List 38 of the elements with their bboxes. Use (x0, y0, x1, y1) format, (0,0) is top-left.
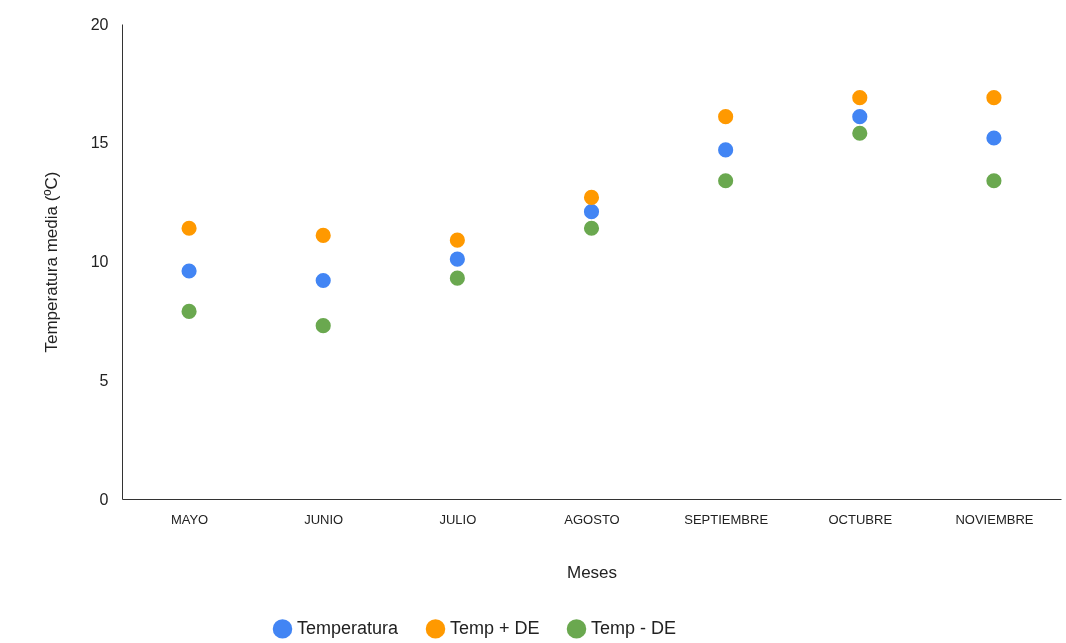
legend-label: Temp - DE (591, 617, 677, 638)
point (449, 270, 465, 286)
legend-label: Temperatura (297, 617, 400, 638)
point (718, 142, 734, 158)
legend-label: Temp + DE (450, 617, 540, 638)
point (315, 272, 331, 289)
point (181, 220, 197, 236)
x-tick-label: JUNIO (304, 511, 344, 527)
point (449, 251, 465, 267)
point (583, 189, 600, 205)
point (315, 227, 331, 243)
point (852, 90, 868, 106)
x-tick-label: SEPTIEMBRE (684, 511, 769, 527)
point (583, 204, 600, 220)
point (181, 263, 197, 279)
x-axis-title: Meses (566, 562, 618, 582)
x-tick-label: JULIO (439, 511, 477, 527)
point (852, 125, 868, 141)
point (181, 303, 197, 319)
y-tick-label: 20 (90, 15, 109, 33)
point (986, 173, 1002, 189)
y-tick-label: 0 (99, 490, 109, 508)
point (583, 220, 600, 236)
y-axis-title: Temperatura media (ºC) (41, 171, 61, 353)
point (718, 173, 734, 189)
y-tick-label: 5 (99, 371, 109, 389)
point (315, 318, 331, 334)
x-tick-label: NOVIEMBRE (955, 511, 1034, 527)
y-tick-label: 10 (90, 253, 109, 270)
x-tick-label: OCTUBRE (828, 511, 893, 527)
point (718, 109, 734, 125)
point (986, 130, 1002, 146)
point (852, 109, 868, 125)
y-tick-label: 15 (90, 134, 109, 152)
point (986, 90, 1002, 106)
x-tick-label: AGOSTO (564, 511, 620, 527)
point (449, 232, 465, 248)
x-tick-label: MAYO (170, 511, 209, 527)
